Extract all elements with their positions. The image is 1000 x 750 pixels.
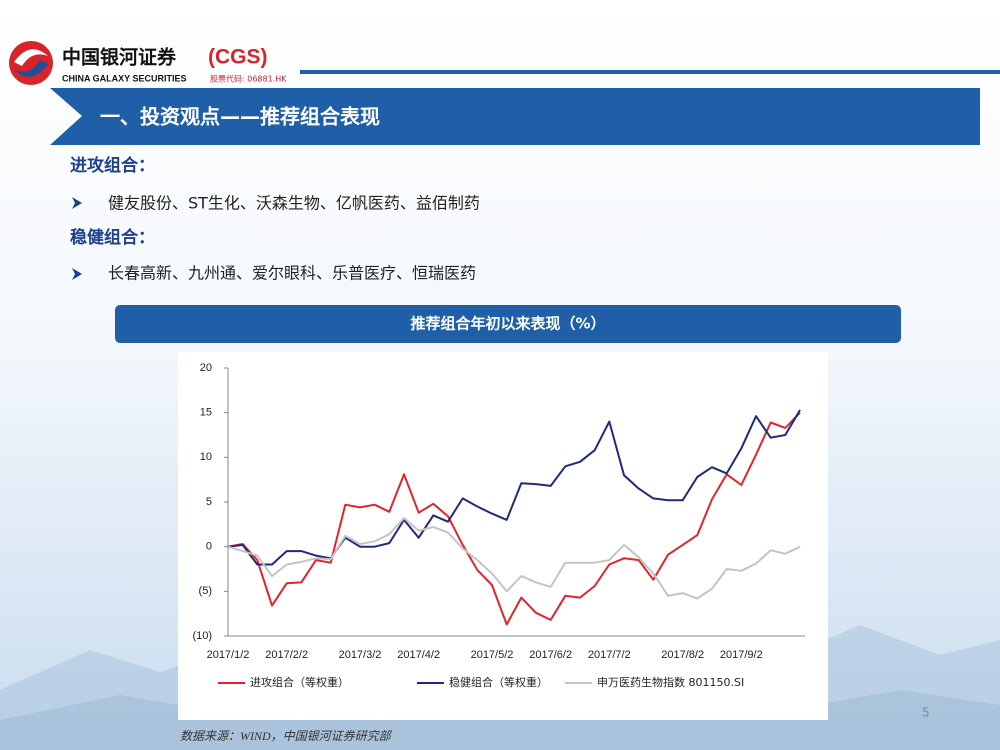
chart-panel <box>178 352 828 720</box>
section-banner <box>50 88 980 145</box>
logo-en: CHINA GALAXY SECURITIES <box>62 73 187 83</box>
y-tick-label: (10) <box>192 630 212 642</box>
portfolio-heading: 稳健组合： <box>70 227 155 248</box>
chart-title-bar <box>115 305 901 343</box>
x-tick-label: 2017/3/2 <box>339 649 382 661</box>
x-tick-label: 2017/7/2 <box>588 649 631 661</box>
chart: 20 15 10 5 0 (5) (10) 2017/1/2 2017/2/2 2017/3/2 2… <box>192 362 805 689</box>
stock-code: 股票代码: 06881.HK <box>210 74 287 84</box>
header-rule <box>300 70 1000 74</box>
y-tick-label: (5) <box>199 585 212 597</box>
x-tick-label: 2017/1/2 <box>207 649 250 661</box>
x-tick-label: 2017/6/2 <box>529 649 572 661</box>
page-number: 5 <box>922 706 930 720</box>
bullet <box>72 197 82 209</box>
series-line <box>227 517 801 600</box>
x-tick-label: 2017/5/2 <box>471 649 514 661</box>
source: 数据来源：WIND，中国银河证券研究部 <box>180 729 393 743</box>
legend-label: 进攻组合（等权重） <box>250 675 349 689</box>
logo-abbr: (CGS) <box>208 46 268 69</box>
logo-swirl <box>14 60 48 77</box>
y-tick-label: 15 <box>200 407 212 419</box>
section-title: 一、投资观点——推荐组合表现 <box>100 105 380 129</box>
logo: 中国银河证券 (CGS) CHINA GALAXY SECURITIES 股票代… <box>9 41 287 85</box>
y-tick-label: 20 <box>200 362 212 374</box>
x-tick-label: 2017/9/2 <box>720 649 763 661</box>
x-tick-label: 2017/8/2 <box>661 649 704 661</box>
x-tick-label: 2017/4/2 <box>397 649 440 661</box>
logo-cn: 中国银河证券 <box>62 46 177 69</box>
y-tick-label: 0 <box>206 541 212 553</box>
portfolio-stocks: 长春高新、九州通、爱尔眼科、乐普医疗、恒瑞医药 <box>108 264 476 283</box>
series-line <box>227 409 801 566</box>
y-tick-label: 10 <box>200 451 212 463</box>
bullet <box>72 268 82 280</box>
portfolio-stocks: 健友股份、ST生化、沃森生物、亿帆医药、益佰制药 <box>108 194 480 213</box>
portfolio-heading: 进攻组合： <box>70 155 155 176</box>
logo-swirl <box>14 49 48 66</box>
legend-label: 申万医药生物指数 801150.SI <box>597 675 744 689</box>
legend-label: 稳健组合（等权重） <box>449 675 548 689</box>
x-tick-label: 2017/2/2 <box>265 649 308 661</box>
series-line <box>227 412 801 626</box>
y-tick-label: 5 <box>206 496 212 508</box>
chart-title: 推荐组合年初以来表现（%） <box>410 315 605 333</box>
logo-mark <box>9 41 53 85</box>
